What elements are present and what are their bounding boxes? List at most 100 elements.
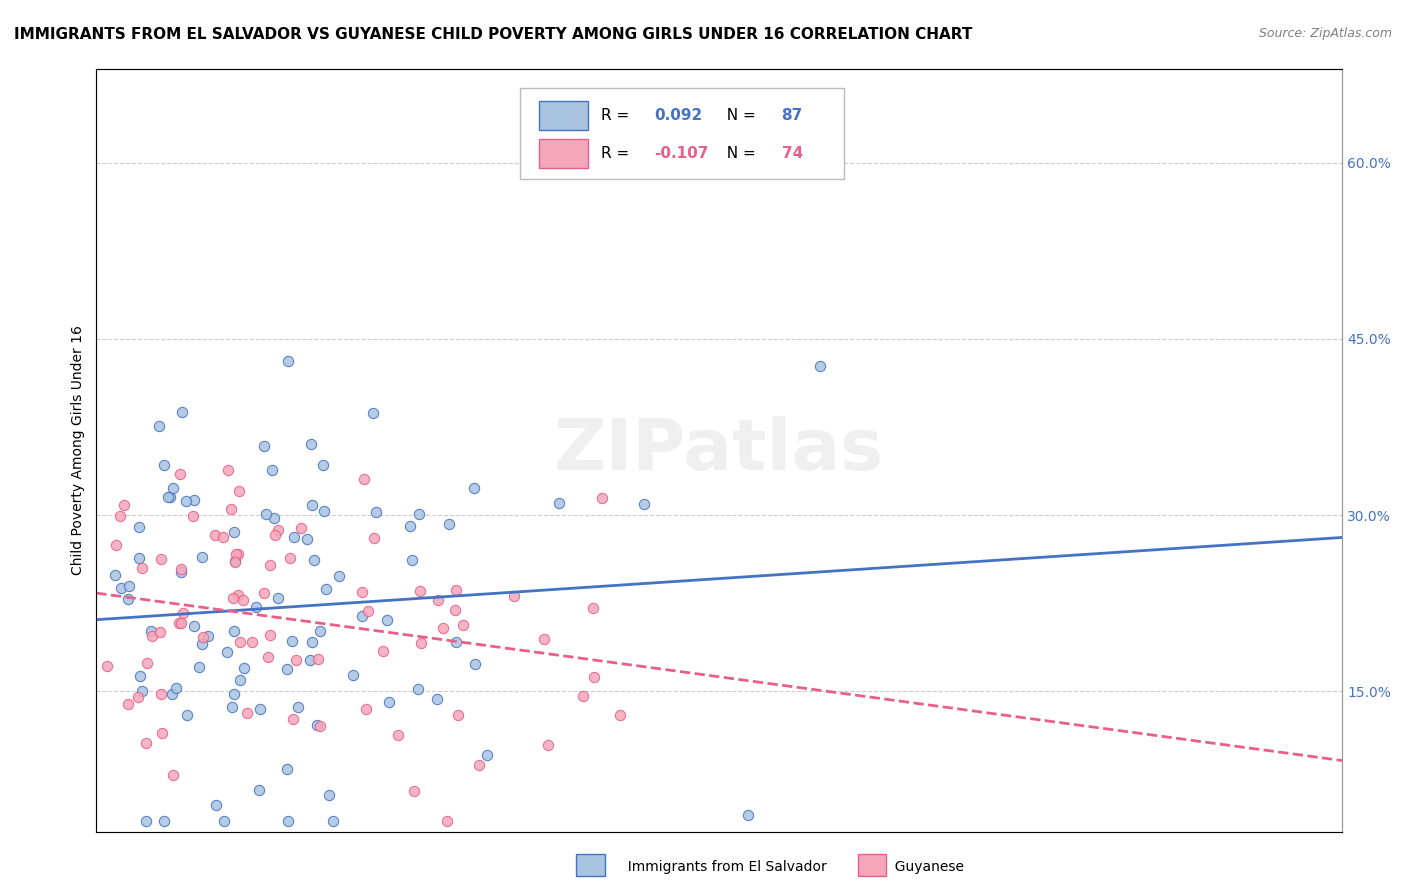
Point (252, 586, 274, 600)
Point (287, 700, 309, 714)
Point (197, 629, 219, 643)
Point (309, 719, 332, 733)
Y-axis label: Child Poverty Among Girls Under 16: Child Poverty Among Girls Under 16 (72, 326, 86, 575)
Point (305, 718, 328, 732)
Point (453, 617, 475, 632)
Point (409, 584, 432, 599)
Point (229, 673, 252, 687)
Point (232, 661, 254, 675)
Point (254, 508, 277, 522)
Point (222, 591, 245, 605)
Point (170, 562, 193, 576)
Point (277, 354, 299, 368)
Point (277, 814, 299, 828)
Point (364, 504, 387, 518)
Text: R =: R = (600, 145, 634, 161)
Point (266, 523, 288, 537)
Point (353, 472, 375, 486)
Point (118, 579, 141, 593)
Text: 74: 74 (782, 145, 803, 161)
Point (128, 519, 150, 533)
Point (228, 483, 250, 498)
Point (159, 490, 181, 504)
Point (361, 406, 384, 420)
Point (162, 482, 184, 496)
Point (131, 561, 153, 575)
Point (399, 519, 422, 533)
Point (242, 635, 264, 649)
Point (283, 712, 305, 726)
Text: N =: N = (717, 145, 761, 161)
Point (609, 707, 631, 722)
Text: Immigrants from El Salvador: Immigrants from El Salvador (619, 860, 827, 874)
Point (315, 582, 337, 596)
Point (301, 498, 323, 512)
Point (169, 616, 191, 631)
Point (104, 537, 127, 551)
Point (191, 637, 214, 651)
Point (302, 553, 325, 567)
Point (219, 502, 242, 516)
Point (225, 548, 247, 562)
FancyBboxPatch shape (538, 101, 589, 129)
Point (148, 418, 170, 433)
Text: -0.107: -0.107 (655, 145, 709, 161)
Point (153, 814, 176, 828)
FancyBboxPatch shape (538, 139, 589, 168)
Point (259, 627, 281, 641)
Point (222, 687, 245, 701)
Text: IMMIGRANTS FROM EL SALVADOR VS GUYANESE CHILD POVERTY AMONG GIRLS UNDER 16 CORRE: IMMIGRANTS FROM EL SALVADOR VS GUYANESE … (14, 27, 973, 42)
Point (162, 768, 184, 782)
Point (110, 582, 132, 596)
Point (533, 632, 555, 646)
Point (217, 463, 239, 477)
Point (262, 463, 284, 477)
Point (247, 782, 270, 797)
Point (224, 555, 246, 569)
Point (328, 569, 350, 583)
Point (342, 668, 364, 682)
Point (204, 528, 226, 542)
Text: 87: 87 (782, 108, 803, 122)
Point (548, 496, 571, 510)
Point (187, 660, 209, 674)
Point (150, 687, 173, 701)
Point (176, 708, 198, 723)
Point (363, 531, 385, 545)
Text: N =: N = (717, 108, 761, 122)
Point (444, 635, 467, 649)
Point (150, 552, 173, 566)
Point (135, 814, 157, 828)
Point (298, 652, 321, 666)
Point (183, 618, 205, 632)
Point (503, 590, 526, 604)
Point (212, 814, 235, 828)
Point (591, 491, 613, 505)
Point (285, 652, 308, 666)
Point (307, 652, 329, 666)
Point (444, 582, 467, 597)
Point (426, 692, 449, 706)
Point (149, 625, 172, 640)
Point (221, 699, 243, 714)
Point (299, 437, 322, 451)
Point (436, 814, 458, 828)
Point (477, 747, 499, 762)
Point (571, 690, 593, 704)
Point (280, 551, 302, 566)
Point (281, 633, 304, 648)
Point (375, 614, 398, 628)
Point (437, 517, 460, 532)
Point (183, 492, 205, 507)
Point (245, 599, 267, 614)
Point (401, 553, 423, 567)
Point (169, 616, 191, 631)
Point (582, 669, 605, 683)
Point (169, 467, 191, 482)
Point (259, 558, 281, 573)
Point (404, 783, 426, 797)
Point (217, 645, 239, 659)
Point (406, 682, 429, 697)
Point (322, 814, 344, 828)
Point (228, 547, 250, 561)
